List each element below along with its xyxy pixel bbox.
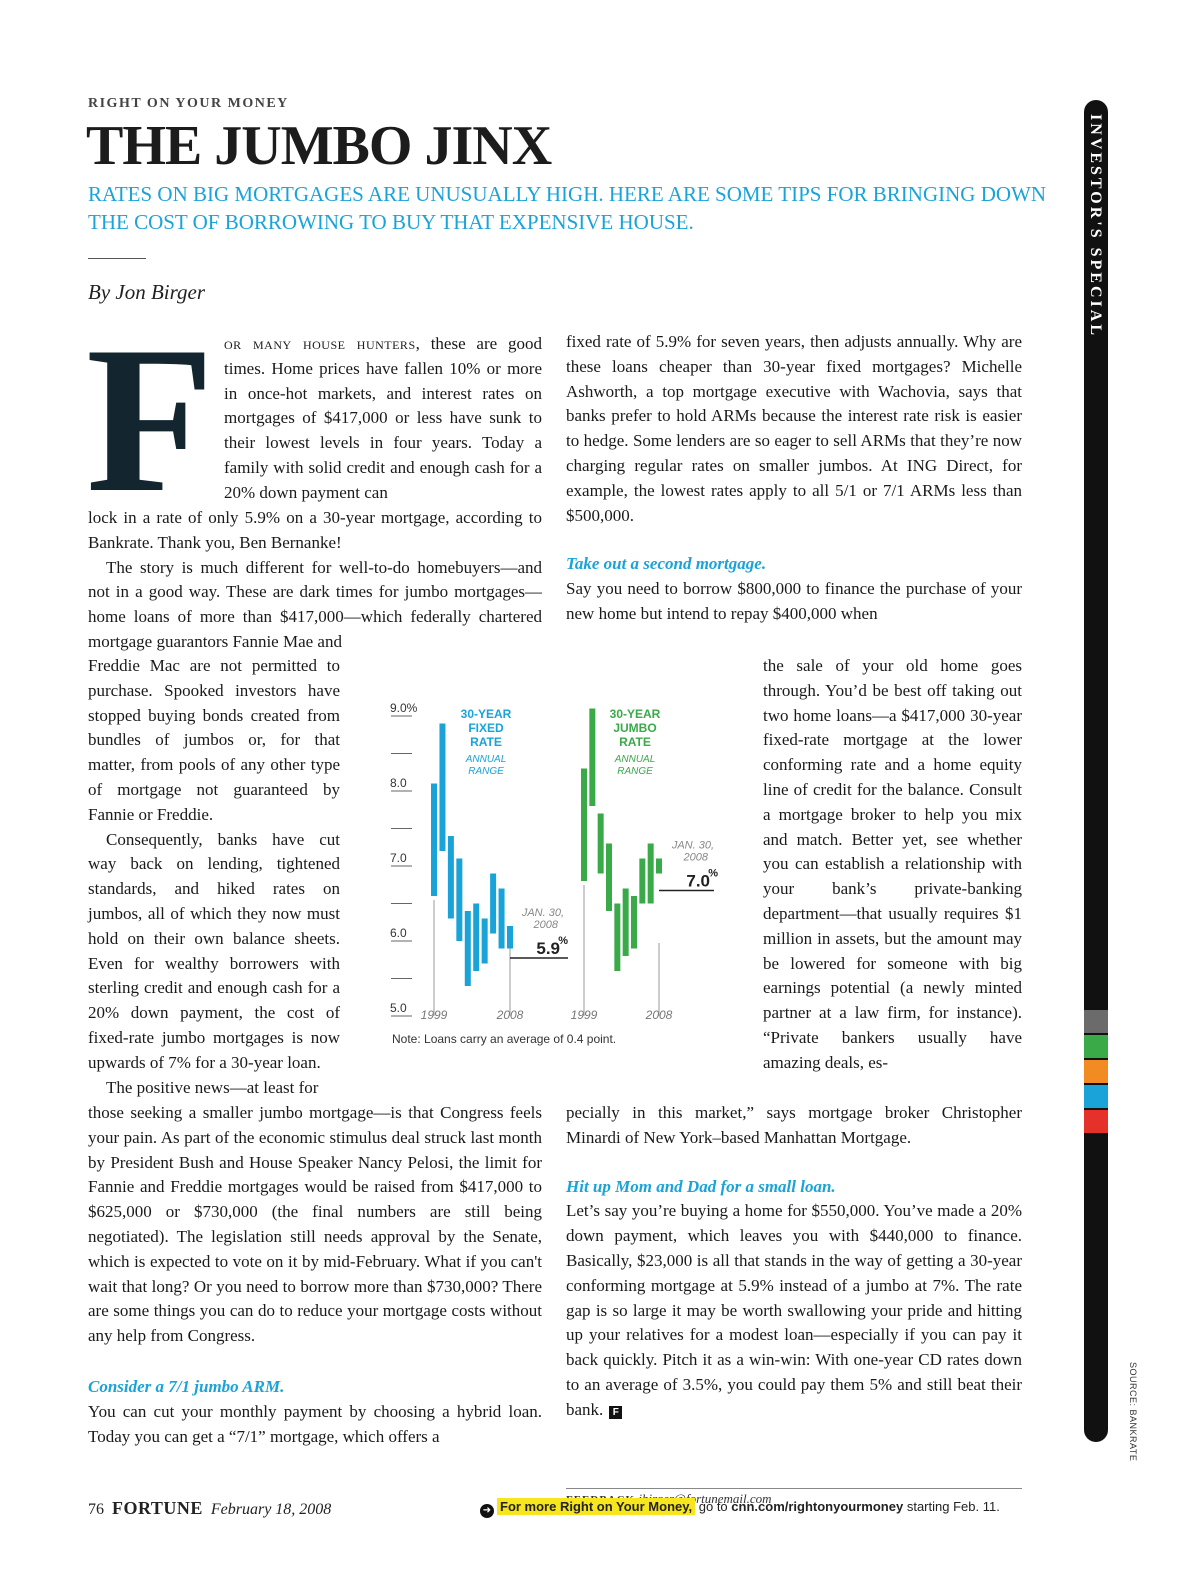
page-number: 76: [88, 1501, 104, 1518]
paragraph: Say you need to borrow $800,000 to finan…: [566, 579, 1022, 623]
range-bar: [473, 903, 480, 971]
sidebar-label: INVESTOR'S SPECIAL: [1087, 114, 1104, 338]
range-bar: [490, 873, 497, 934]
paragraph: pecially in this market,” says mortgage …: [566, 1103, 1022, 1147]
end-mark-icon: F: [609, 1405, 623, 1419]
range-bar: [464, 911, 471, 986]
range-bar: [631, 896, 637, 949]
y-tick-label: 7.0: [390, 851, 407, 865]
range-bar: [597, 813, 604, 874]
series-title: JUMBO: [613, 721, 656, 735]
sidebar-swatch-orange: [1084, 1060, 1108, 1083]
x-tick-label: 1999: [571, 1008, 598, 1022]
promo-highlight: For more Right on Your Money,: [497, 1498, 696, 1515]
y-tick-label: 9.0%: [390, 701, 418, 715]
page-title: THE JUMBO JINX: [86, 115, 552, 177]
range-bar: [647, 843, 654, 904]
arrow-right-icon: ➜: [480, 1504, 494, 1518]
left-column-bottom: those seeking a smaller jumbo mortgage—i…: [88, 1101, 542, 1449]
callout-date: JAN. 30,: [671, 840, 714, 852]
range-bar: [581, 768, 587, 881]
lead-smallcaps: or many house hunters: [224, 334, 416, 353]
paragraph: Let’s say you’re buying a home for $550,…: [566, 1201, 1022, 1419]
series-title: 30-YEAR: [461, 707, 512, 721]
paragraph: lock in a rate of only 5.9% on a 30-year…: [88, 508, 542, 552]
series-subtitle: RANGE: [617, 766, 653, 777]
series-title: RATE: [619, 735, 651, 749]
feedback-divider: [566, 1488, 1022, 1489]
x-tick-label: 2008: [645, 1008, 673, 1022]
section-sidebar: [1084, 100, 1108, 1442]
sidebar-swatch-red: [1084, 1110, 1108, 1133]
range-bar: [481, 918, 488, 964]
right-column-narrow: the sale of your old home goes through. …: [763, 654, 1022, 1076]
callout-date: 2008: [683, 852, 709, 864]
callout-value: 5.9: [536, 939, 560, 958]
rate-range-chart: 9.0% 8.0 7.0 6.0 5.0 30-YEAR FIXED RATE ANNUAL RA…: [382, 700, 742, 1060]
range-bar: [431, 783, 437, 896]
paragraph: The story is much different for well-to-…: [88, 557, 542, 651]
byline: By Jon Birger: [88, 280, 206, 304]
callout-date: JAN. 30,: [521, 907, 564, 919]
subhead-second-mortgage: Take out a second mortgage.: [566, 554, 767, 574]
paragraph: the sale of your old home goes through. …: [763, 656, 1022, 1072]
chart-canvas: 9.0%8.07.06.05.030-YEARFIXEDRATEANNUALRA…: [390, 701, 718, 1022]
section-kicker: RIGHT ON YOUR MONEY: [88, 96, 289, 111]
y-tick-label: 6.0: [390, 926, 407, 940]
range-bar: [639, 858, 646, 904]
callout-percent: %: [558, 935, 568, 947]
left-column-continued: lock in a rate of only 5.9% on a 30-year…: [88, 506, 542, 655]
paragraph: Freddie Mac are not permitted to purchas…: [88, 656, 340, 824]
x-tick-label: 2008: [496, 1008, 524, 1022]
series-title: FIXED: [468, 721, 504, 735]
sidebar-swatch-green: [1084, 1035, 1108, 1058]
series-title: 30-YEAR: [610, 707, 661, 721]
subhead-jumbo-arm: Consider a 7/1 jumbo ARM.: [88, 1376, 285, 1396]
range-bar: [656, 858, 662, 874]
range-bar: [447, 836, 454, 919]
range-bar: [614, 903, 621, 971]
range-bar: [507, 926, 513, 949]
y-tick-label: 5.0: [390, 1001, 407, 1015]
paragraph: Consequently, banks have cut way back on…: [88, 829, 340, 1072]
callout-date: 2008: [533, 919, 559, 931]
web-promo: ➜ For more Right on Your Money, go to cnn…: [480, 1498, 1000, 1518]
series-subtitle: ANNUAL: [614, 754, 656, 765]
callout-percent: %: [708, 868, 718, 880]
sidebar-swatch-gray: [1084, 1010, 1108, 1033]
right-column-bottom: pecially in this market,” says mortgage …: [566, 1101, 1022, 1423]
dek: RATES ON BIG MORTGAGES ARE UNUSUALLY HIG…: [88, 182, 1047, 234]
series-subtitle: ANNUAL: [465, 754, 507, 765]
subhead-mom-and-dad: Hit up Mom and Dad for a small loan.: [566, 1176, 836, 1196]
promo-url-link[interactable]: cnn.com/rightonyourmoney: [731, 1499, 904, 1514]
range-bar: [589, 708, 596, 806]
range-bar: [439, 723, 446, 851]
sidebar-swatch-blue: [1084, 1085, 1108, 1108]
lead-paragraph: or many house hunters, these are good ti…: [224, 334, 542, 502]
paragraph: You can cut your monthly payment by choo…: [88, 1401, 542, 1446]
paragraph: The positive news—at least for: [106, 1077, 319, 1097]
range-bar: [622, 888, 629, 956]
right-column-top: fixed rate of 5.9% for seven years, then…: [566, 330, 1022, 627]
source-credit: SOURCE: BANKRATE: [1128, 1362, 1138, 1462]
issue-date: February 18, 2008: [210, 1501, 332, 1518]
range-bar: [456, 858, 463, 941]
series-title: RATE: [470, 735, 502, 749]
series-subtitle: RANGE: [468, 766, 504, 777]
range-bar: [498, 888, 505, 949]
chart-note: Note: Loans carry an average of 0.4 poin…: [392, 1032, 617, 1046]
folio: 76 FORTUNE February 18, 2008: [88, 1498, 331, 1519]
x-tick-label: 1999: [421, 1008, 448, 1022]
paragraph: those seeking a smaller jumbo mortgage—i…: [88, 1103, 542, 1346]
dek-divider: [88, 258, 146, 259]
drop-cap: F: [86, 304, 215, 536]
paragraph: fixed rate of 5.9% for seven years, then…: [566, 332, 1022, 525]
left-column-narrow: Freddie Mac are not permitted to purchas…: [88, 654, 340, 1100]
y-tick-label: 8.0: [390, 776, 407, 790]
magazine-brand: FORTUNE: [112, 1498, 203, 1518]
callout-value: 7.0: [686, 872, 710, 891]
range-bar: [606, 843, 612, 911]
